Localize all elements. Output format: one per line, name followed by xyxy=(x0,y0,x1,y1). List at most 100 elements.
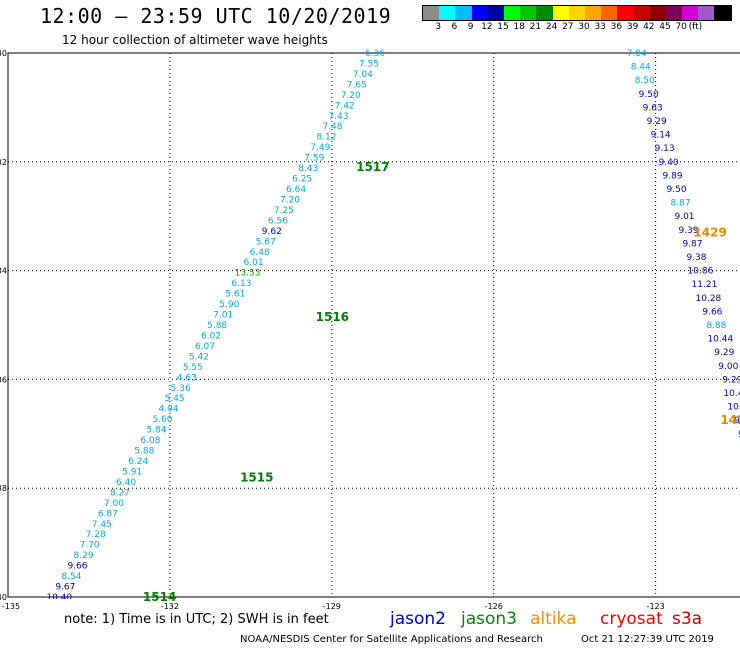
wave-height-value: 8.29 xyxy=(74,551,94,561)
wave-height-value: 10.86 xyxy=(688,267,714,277)
color-swatch xyxy=(584,6,602,20)
wave-height-value: 9.50 xyxy=(667,185,687,195)
wave-height-value: 7.59 xyxy=(304,154,324,164)
pass-number-label: 1516 xyxy=(316,310,349,324)
wave-height-value: 9.26 xyxy=(734,416,740,426)
wave-height-value: 9.29 xyxy=(647,117,667,127)
wave-height-value: 7.55 xyxy=(359,59,379,69)
wave-height-value: 5.60 xyxy=(152,415,172,425)
wave-height-value: 7.49 xyxy=(310,143,330,153)
wave-height-value: 9.38 xyxy=(686,253,706,263)
wave-height-value: 9.87 xyxy=(682,239,702,249)
track-values: 6.367.557.047.657.207.427.437.488.127.49… xyxy=(46,49,740,599)
wave-height-value: 6.48 xyxy=(250,248,270,258)
wave-height-value: 7.45 xyxy=(92,520,112,530)
wave-height-value: 6.08 xyxy=(140,436,160,446)
footnote: note: 1) Time is in UTC; 2) SWH is in fe… xyxy=(64,612,329,627)
footer-credit: NOAA/NESDIS Center for Satellite Applica… xyxy=(240,634,543,645)
wave-height-value: 6.25 xyxy=(292,175,312,185)
wave-height-value: 7.70 xyxy=(80,541,100,551)
wave-height-value: 9.66 xyxy=(67,562,87,572)
color-scale-tick: 6 xyxy=(451,22,458,32)
color-scale-tick: 45 xyxy=(659,22,671,32)
color-swatch xyxy=(487,6,504,20)
color-swatch xyxy=(471,6,488,20)
wave-height-value: 8.88 xyxy=(706,321,726,331)
color-scale-tick: 39 xyxy=(626,22,639,32)
color-swatch xyxy=(552,6,569,20)
color-swatch xyxy=(503,6,521,20)
wave-height-value: 4.94 xyxy=(159,405,179,415)
wave-height-value: 7.28 xyxy=(86,530,106,540)
wave-height-value: 9.66 xyxy=(702,307,722,317)
wave-height-value: 7.04 xyxy=(353,70,373,80)
color-scale-tick: 36 xyxy=(610,22,623,32)
color-scale-tick: 21 xyxy=(529,22,542,32)
color-swatch xyxy=(649,6,666,20)
legend-s3a: s3a xyxy=(672,609,703,629)
color-swatch xyxy=(601,6,618,20)
wave-height-value: 6.13 xyxy=(231,279,251,289)
wave-height-value: 5.55 xyxy=(183,363,203,373)
wave-height-value: 9.13 xyxy=(655,144,675,154)
y-tick-label: -30 xyxy=(0,49,7,58)
chart-title: 12:00 – 23:59 UTC 10/20/2019 xyxy=(40,4,392,28)
chart-subtitle: 12 hour collection of altimeter wave hei… xyxy=(62,33,328,47)
wave-height-value: 9.17 xyxy=(738,430,740,440)
wave-height-value: 6.36 xyxy=(365,49,385,59)
wave-height-value: 6.24 xyxy=(128,457,148,467)
y-tick-label: -34 xyxy=(0,267,7,276)
color-scale-tick: 27 xyxy=(562,22,574,32)
wave-height-value: 6.40 xyxy=(116,478,136,488)
wave-height-value: 5.61 xyxy=(225,290,245,300)
wave-height-value: 7.65 xyxy=(347,80,367,90)
wave-height-value: 10.44 xyxy=(707,335,733,345)
wave-height-value: 7.42 xyxy=(335,101,355,111)
wave-height-value: 9.63 xyxy=(643,103,663,113)
y-tick-label: -40 xyxy=(0,593,7,602)
color-swatch xyxy=(714,6,731,20)
x-tick-label: -135 xyxy=(2,602,20,611)
color-scale-bar xyxy=(422,5,732,21)
wave-height-value: 7.20 xyxy=(280,195,300,205)
y-tick-label: -32 xyxy=(0,158,7,167)
color-scale-tick: 70 xyxy=(675,22,687,32)
wave-height-value: 10.28 xyxy=(696,294,722,304)
color-swatch xyxy=(665,6,682,20)
legend-jason2: jason2 xyxy=(390,609,446,629)
wave-height-value: 9.01 xyxy=(674,212,694,222)
wave-height-value: 8.87 xyxy=(671,199,691,209)
wave-height-value: 5.91 xyxy=(122,467,142,477)
wave-height-value: 8.44 xyxy=(631,63,651,73)
color-swatch xyxy=(633,6,650,20)
pass-number-label: 1515 xyxy=(240,470,273,484)
y-tick-label: -38 xyxy=(0,484,7,493)
wave-height-value: 8.12 xyxy=(316,133,336,143)
color-swatch xyxy=(536,6,553,20)
footer-timestamp: Oct 21 12:27:39 UTC 2019 xyxy=(581,634,714,645)
color-scale-tick: 3 xyxy=(435,22,442,32)
color-scale-tick: 12 xyxy=(481,22,493,32)
wave-height-value: 7.84 xyxy=(627,49,647,59)
wave-height-value: 8.43 xyxy=(298,164,318,174)
color-scale-tick: 18 xyxy=(513,22,525,32)
wave-height-value: 8.27 xyxy=(110,488,130,498)
wave-height-value: 13.53 xyxy=(235,269,261,279)
wave-height-value: 5.90 xyxy=(219,300,239,310)
wave-height-value: 7.01 xyxy=(213,311,233,321)
plot-frame xyxy=(7,52,740,598)
pass-number-label: 1429 xyxy=(693,226,726,240)
x-tick-label: -129 xyxy=(323,602,341,611)
x-tick-label: -132 xyxy=(161,602,179,611)
wave-height-value: 9.00 xyxy=(718,362,738,372)
wave-height-value: 7.43 xyxy=(329,112,349,122)
wave-height-value: 5.45 xyxy=(165,394,185,404)
color-scale-labels: 3 6 9 12 15 18 21 24 27 30 33 36 39 42 45 70 (ft) xyxy=(422,22,740,34)
wave-height-value: 6.87 xyxy=(98,509,118,519)
wave-height-value: 9.14 xyxy=(651,131,671,141)
pass-number-label: 1428 xyxy=(720,413,740,427)
pass-number-label: 1517 xyxy=(356,160,389,174)
wave-height-value: 9.67 xyxy=(55,583,75,593)
color-scale-tick: 30 xyxy=(578,22,590,32)
